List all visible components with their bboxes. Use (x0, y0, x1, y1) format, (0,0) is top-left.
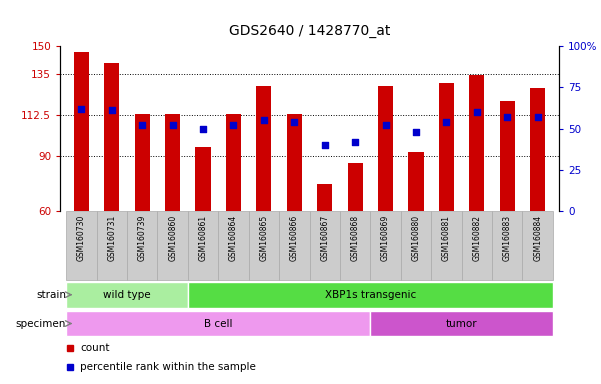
Text: GSM160869: GSM160869 (381, 215, 390, 261)
Text: percentile rank within the sample: percentile rank within the sample (80, 362, 256, 372)
Text: GSM160865: GSM160865 (260, 215, 269, 261)
Text: GSM160882: GSM160882 (472, 215, 481, 261)
Bar (104, 63, 120, 211)
Bar (431, 211, 462, 280)
Text: wild type: wild type (103, 290, 151, 300)
Text: tumor: tumor (446, 318, 477, 329)
Text: XBP1s transgenic: XBP1s transgenic (325, 290, 416, 300)
Text: GSM160730: GSM160730 (77, 215, 86, 261)
Bar (218, 211, 249, 280)
Bar (522, 211, 553, 280)
Text: GSM160860: GSM160860 (168, 215, 177, 261)
Bar (256, 86, 272, 211)
Text: specimen: specimen (16, 318, 66, 329)
Text: GSM160867: GSM160867 (320, 215, 329, 261)
Point (228, 122, 238, 128)
Text: GSM160868: GSM160868 (350, 215, 359, 261)
Bar (287, 114, 302, 211)
Bar (66, 211, 97, 280)
Bar (157, 211, 188, 280)
Text: GDS2640 / 1428770_at: GDS2640 / 1428770_at (229, 25, 390, 38)
Bar (340, 211, 370, 280)
Bar (135, 114, 150, 211)
Point (442, 119, 451, 125)
Bar (66, 282, 188, 308)
Bar (370, 211, 401, 280)
Bar (530, 88, 545, 211)
Point (411, 129, 421, 135)
Bar (499, 101, 515, 211)
Point (198, 126, 208, 132)
Bar (74, 51, 89, 211)
Point (290, 119, 299, 125)
Bar (188, 211, 218, 280)
Text: count: count (80, 343, 109, 353)
Text: GSM160866: GSM160866 (290, 215, 299, 261)
Bar (165, 114, 180, 211)
Bar (347, 164, 363, 211)
Bar (226, 114, 241, 211)
Bar (249, 211, 279, 280)
Point (533, 114, 543, 120)
Text: GSM160884: GSM160884 (533, 215, 542, 261)
Bar (279, 211, 310, 280)
Text: GSM160883: GSM160883 (502, 215, 511, 261)
Point (350, 139, 360, 145)
Bar (97, 211, 127, 280)
Bar (378, 86, 393, 211)
Bar (439, 83, 454, 211)
Text: GSM160861: GSM160861 (198, 215, 207, 261)
Bar (462, 211, 492, 280)
Point (320, 142, 329, 148)
Text: GSM160731: GSM160731 (108, 215, 117, 261)
Point (76, 106, 86, 112)
Text: strain: strain (36, 290, 66, 300)
Bar (127, 211, 157, 280)
Text: GSM160880: GSM160880 (412, 215, 421, 261)
Bar (492, 211, 522, 280)
Point (168, 122, 177, 128)
Bar (310, 211, 340, 280)
Text: GSM160739: GSM160739 (138, 215, 147, 261)
Bar (408, 152, 424, 211)
Point (259, 117, 269, 123)
Bar (370, 311, 553, 336)
Text: B cell: B cell (204, 318, 233, 329)
Bar (317, 184, 332, 211)
Bar (188, 282, 553, 308)
Text: GSM160881: GSM160881 (442, 215, 451, 261)
Point (472, 109, 481, 115)
Text: GSM160864: GSM160864 (229, 215, 238, 261)
Point (381, 122, 391, 128)
Point (502, 114, 512, 120)
Bar (195, 147, 211, 211)
Point (138, 122, 147, 128)
Bar (401, 211, 431, 280)
Bar (66, 311, 370, 336)
Bar (469, 75, 484, 211)
Point (107, 108, 117, 114)
